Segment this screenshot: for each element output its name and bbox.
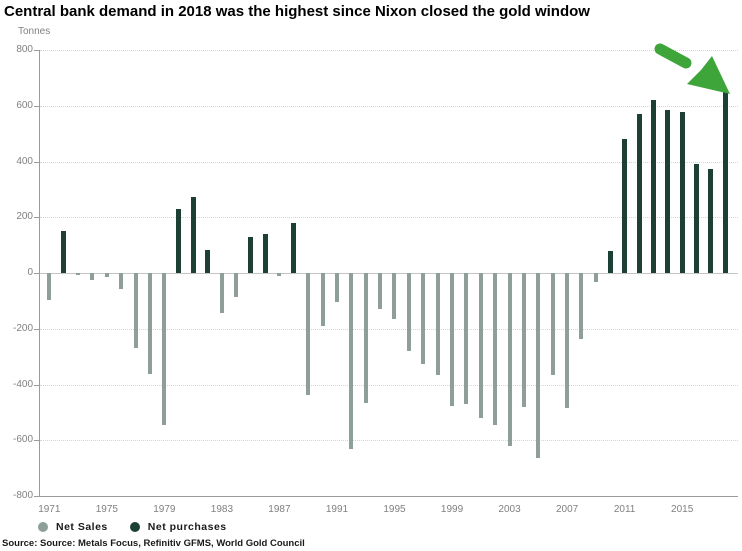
- bar-2009: [593, 273, 598, 283]
- y-axis-label-600: 600: [16, 99, 33, 111]
- x-axis-label-2011: 2011: [613, 504, 636, 515]
- bar-1999: [450, 273, 455, 406]
- bar-2007: [565, 273, 570, 408]
- bar-1990: [320, 273, 325, 326]
- plot-area: 800 600 400 200 0 -200 -400 -600 -800 1971 1975 197…: [13, 44, 738, 515]
- bar-2014: [665, 110, 671, 273]
- bar-1997: [421, 273, 426, 364]
- y-axis-unit-label: Tonnes: [18, 26, 51, 37]
- y-tick--600: [34, 440, 39, 442]
- y-axis-label--200: -200: [12, 322, 33, 334]
- bar-2011: [622, 138, 628, 273]
- gridline-200: [40, 217, 738, 219]
- y-axis-label-200: 200: [16, 211, 33, 223]
- y-tick--200: [34, 328, 39, 330]
- bar-1988: [291, 222, 297, 273]
- x-axis-label-2007: 2007: [555, 504, 579, 515]
- x-axis-label-1987: 1987: [268, 504, 291, 515]
- bar-2000: [464, 273, 469, 404]
- bar-2005: [536, 273, 541, 458]
- x-axis-label-1991: 1991: [325, 504, 349, 515]
- bar-2006: [550, 273, 555, 375]
- bar-1978: [147, 273, 152, 374]
- bar-1996: [406, 273, 411, 352]
- bar-2013: [650, 100, 656, 273]
- y-axis-label--600: -600: [12, 434, 33, 446]
- y-tick-200: [34, 217, 39, 219]
- y-tick-600: [34, 105, 39, 107]
- gridline--200: [40, 328, 738, 330]
- gridline--400: [40, 384, 738, 386]
- bar-1971: [47, 273, 52, 300]
- bar-2012: [636, 114, 642, 273]
- y-axis-label-0: 0: [27, 267, 33, 278]
- legend-label-net-sales: Net Sales: [56, 521, 108, 533]
- gridline-0: [40, 273, 738, 274]
- x-axis-label-1971: 1971: [38, 504, 61, 515]
- x-axis-label-1979: 1979: [153, 504, 176, 515]
- chart-title: Central bank demand in 2018 was the high…: [4, 3, 590, 20]
- bar-1980: [176, 208, 182, 273]
- bar-1983: [219, 273, 224, 313]
- bar-1987: [277, 273, 282, 277]
- y-axis-label-800: 800: [16, 44, 33, 55]
- x-axis-label-2015: 2015: [671, 504, 694, 515]
- y-axis-label-400: 400: [16, 155, 33, 167]
- legend-swatch-net-sales: [38, 522, 48, 532]
- bar-1995: [392, 273, 397, 319]
- bar-2018: [722, 91, 728, 273]
- bar-2001: [478, 273, 483, 418]
- bar-1972: [61, 231, 67, 273]
- y-tick-400: [34, 161, 39, 163]
- x-axis-label-1983: 1983: [210, 504, 234, 515]
- bar-1993: [363, 273, 368, 403]
- y-tick--400: [34, 384, 39, 386]
- y-tick-800: [34, 50, 39, 51]
- x-axis-label-2003: 2003: [498, 504, 521, 515]
- bar-2008: [579, 273, 584, 339]
- bar-2015: [679, 112, 685, 273]
- y-tick--800: [34, 496, 39, 497]
- bar-1991: [334, 273, 339, 303]
- legend-label-net-purchases: Net purchases: [147, 521, 227, 533]
- bar-1977: [133, 273, 138, 349]
- gridline-400: [40, 161, 738, 163]
- legend: Net Sales Net purchases: [38, 521, 227, 533]
- x-axis-label-1999: 1999: [440, 504, 464, 515]
- bar-2003: [507, 273, 512, 446]
- y-axis-label--800: -800: [12, 490, 33, 501]
- bar-1994: [378, 273, 383, 310]
- bar-1981: [190, 196, 196, 273]
- x-axis-label-1975: 1975: [95, 504, 118, 515]
- gridline-800: [40, 50, 738, 51]
- gridline--600: [40, 440, 738, 442]
- legend-swatch-net-purchases: [129, 522, 140, 532]
- source-line: Source: Source: Metals Focus, Refinitiv …: [2, 538, 305, 549]
- bar-1979: [162, 273, 167, 425]
- gridline-600: [40, 105, 738, 107]
- y-axis-label--400: -400: [12, 378, 33, 390]
- x-axis-label-1995: 1995: [383, 504, 406, 515]
- bar-1984: [234, 273, 239, 297]
- bar-1973: [76, 273, 81, 276]
- bar-1982: [205, 250, 210, 273]
- bar-1989: [306, 273, 311, 395]
- bar-2004: [521, 273, 526, 407]
- bar-1986: [262, 233, 268, 273]
- bar-2016: [694, 164, 700, 273]
- bar-1985: [248, 237, 254, 273]
- bar-1998: [435, 273, 440, 375]
- bar-2010: [607, 250, 613, 273]
- y-tick-0: [34, 273, 39, 274]
- bar-1974: [90, 273, 95, 280]
- bar-1976: [119, 273, 124, 290]
- bar-1992: [349, 273, 354, 449]
- bar-1975: [104, 273, 109, 278]
- bar-2017: [708, 169, 714, 273]
- bar-2002: [493, 273, 498, 425]
